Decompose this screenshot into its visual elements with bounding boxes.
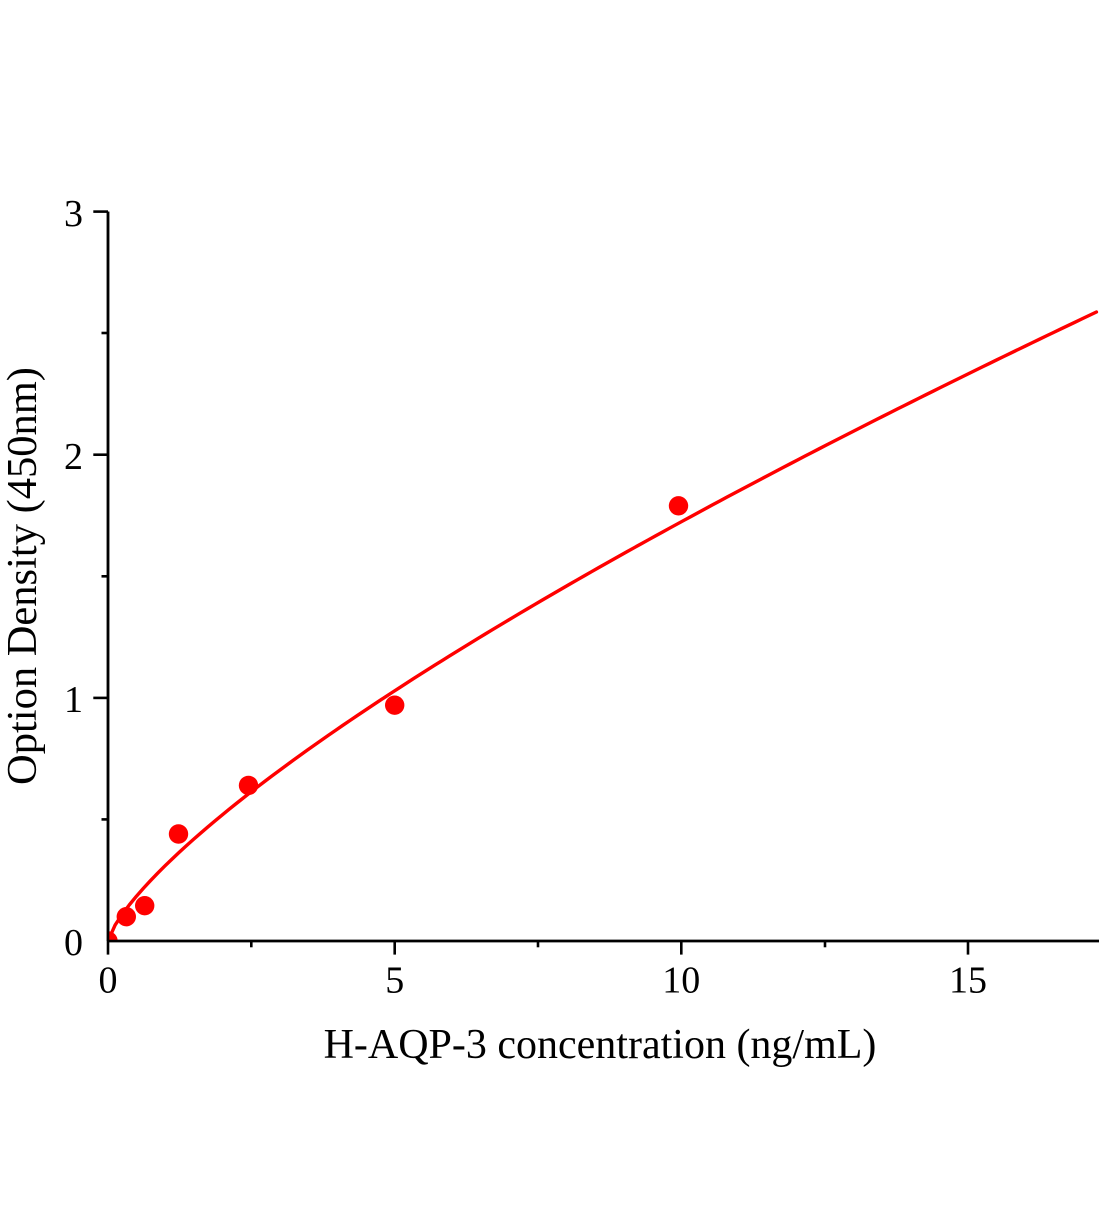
svg-text:10: 10 xyxy=(662,960,700,1002)
svg-text:5: 5 xyxy=(385,960,404,1002)
svg-text:0: 0 xyxy=(64,922,83,964)
svg-text:H-AQP-3 concentration (ng/mL): H-AQP-3 concentration (ng/mL) xyxy=(324,1022,877,1068)
svg-text:3: 3 xyxy=(64,193,83,235)
svg-text:1: 1 xyxy=(64,679,83,721)
svg-text:Option Density (450nm): Option Density (450nm) xyxy=(0,367,46,785)
svg-text:0: 0 xyxy=(99,960,118,1002)
svg-text:2: 2 xyxy=(64,436,83,478)
svg-text:15: 15 xyxy=(949,960,987,1002)
